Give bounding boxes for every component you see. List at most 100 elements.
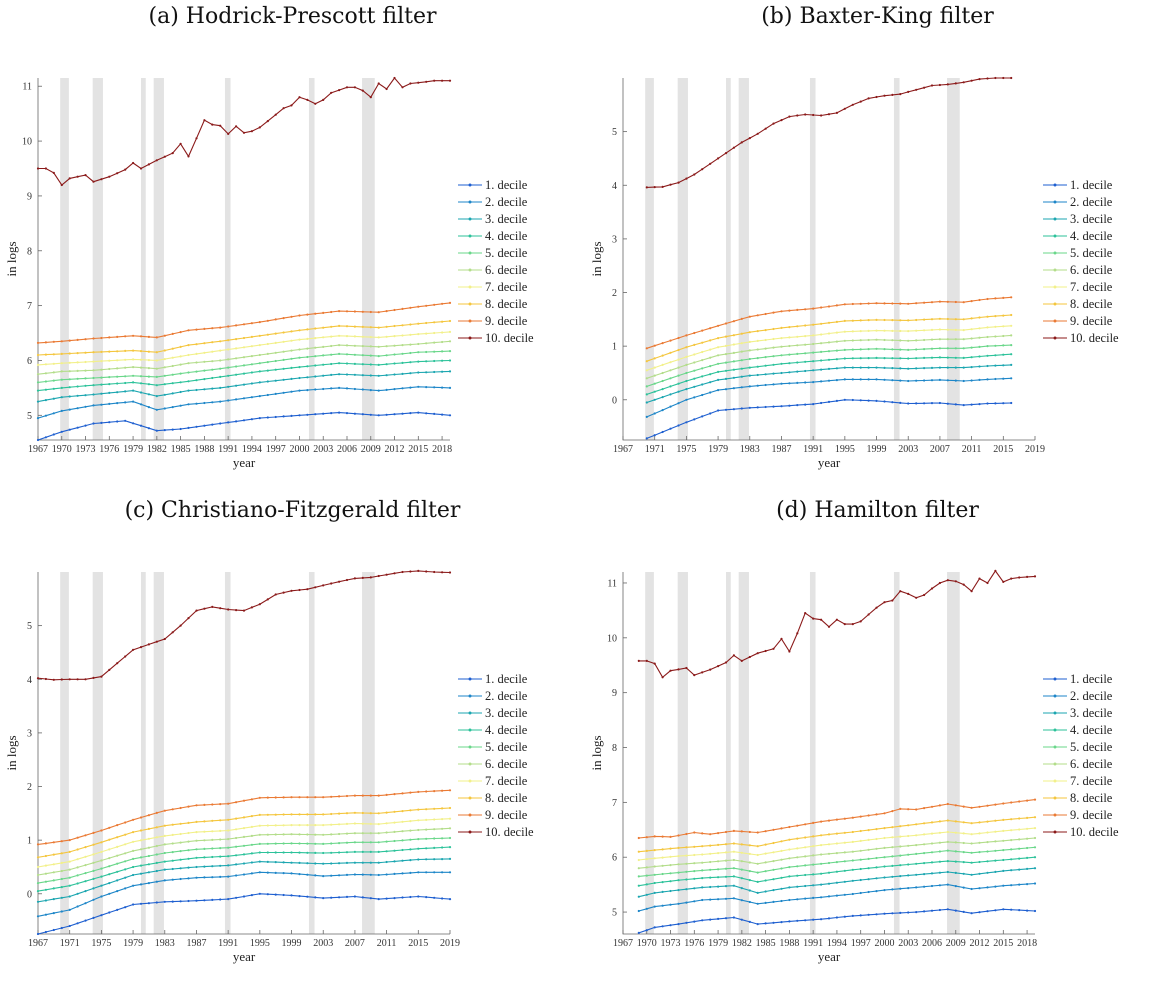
data-point <box>709 833 712 836</box>
data-point <box>978 78 981 81</box>
data-point <box>44 677 48 681</box>
data-point <box>353 577 356 580</box>
data-point <box>701 367 704 370</box>
x-tick-label: 1983 <box>740 444 760 455</box>
data-point <box>748 655 751 659</box>
data-point <box>163 834 166 837</box>
data-point <box>116 420 119 423</box>
data-point <box>353 794 356 797</box>
data-point <box>298 796 301 799</box>
data-point <box>915 852 918 855</box>
legend-marker <box>1053 694 1057 698</box>
data-point <box>330 344 333 348</box>
data-point <box>250 861 253 864</box>
data-point <box>788 920 791 923</box>
data-point <box>195 839 198 842</box>
data-point <box>740 899 743 902</box>
data-point <box>187 831 190 835</box>
data-point <box>258 871 261 874</box>
data-point <box>242 346 246 349</box>
data-point <box>661 856 664 859</box>
data-point <box>804 352 807 355</box>
data-point <box>875 399 878 402</box>
data-point <box>772 122 775 125</box>
data-point <box>994 335 997 338</box>
data-point <box>132 865 135 869</box>
data-point <box>92 360 95 363</box>
data-point <box>306 851 309 854</box>
data-point <box>68 370 71 373</box>
data-point <box>330 335 333 338</box>
data-point <box>859 378 862 381</box>
data-point <box>669 369 672 372</box>
x-tick-label: 2011 <box>962 444 982 455</box>
data-point <box>827 871 831 874</box>
data-point <box>843 880 846 883</box>
data-point <box>899 590 902 593</box>
data-point <box>441 79 444 82</box>
data-point <box>899 835 902 838</box>
data-point <box>306 413 309 416</box>
data-point <box>377 82 380 85</box>
data-point <box>385 897 388 900</box>
data-point <box>171 364 174 368</box>
data-point <box>52 397 55 400</box>
data-point <box>946 883 949 886</box>
data-point <box>203 865 206 868</box>
data-point <box>788 326 791 329</box>
data-point <box>820 380 823 383</box>
data-point <box>899 854 902 857</box>
data-point <box>219 124 222 127</box>
data-point <box>448 330 452 333</box>
data-point <box>353 811 356 814</box>
data-point <box>60 910 63 913</box>
data-point <box>369 841 372 844</box>
data-point <box>124 868 127 871</box>
data-point <box>171 406 174 409</box>
panel-hp: (a) Hodrick-Prescott filter 5 6 7 8 9 10 11 196… <box>0 0 585 494</box>
data-point <box>756 339 759 342</box>
data-point <box>282 893 285 897</box>
data-point <box>835 881 838 884</box>
data-point <box>44 872 48 875</box>
data-point <box>116 845 119 848</box>
data-point <box>100 360 103 363</box>
data-point <box>820 368 823 371</box>
data-point <box>242 835 246 838</box>
data-point <box>60 869 63 873</box>
data-point <box>195 352 198 355</box>
data-point <box>685 334 688 337</box>
data-point <box>353 841 356 844</box>
data-point <box>369 850 372 853</box>
data-point <box>772 372 775 375</box>
data-point <box>369 96 372 99</box>
data-point <box>417 847 420 850</box>
data-point <box>330 582 333 585</box>
data-point <box>369 576 372 579</box>
data-point <box>677 668 680 671</box>
data-point <box>780 310 783 313</box>
data-point <box>314 862 317 865</box>
data-point <box>163 879 166 882</box>
data-point <box>724 885 728 888</box>
data-point <box>827 350 831 353</box>
data-point <box>883 357 886 360</box>
data-point <box>669 361 672 364</box>
data-point <box>1002 858 1005 862</box>
data-point <box>417 305 420 308</box>
data-point <box>962 379 965 383</box>
data-point <box>369 374 372 377</box>
x-tick-label: 1983 <box>155 938 175 949</box>
data-point <box>361 832 364 835</box>
data-point <box>732 875 735 878</box>
data-point <box>448 319 452 323</box>
data-point <box>425 896 428 899</box>
data-point <box>764 901 767 904</box>
data-point <box>653 662 656 665</box>
x-tick-label: 1970 <box>52 444 72 455</box>
data-point <box>994 325 997 328</box>
data-point <box>1002 377 1005 380</box>
data-point <box>393 839 396 843</box>
data-point <box>84 394 87 397</box>
data-point <box>132 884 135 887</box>
